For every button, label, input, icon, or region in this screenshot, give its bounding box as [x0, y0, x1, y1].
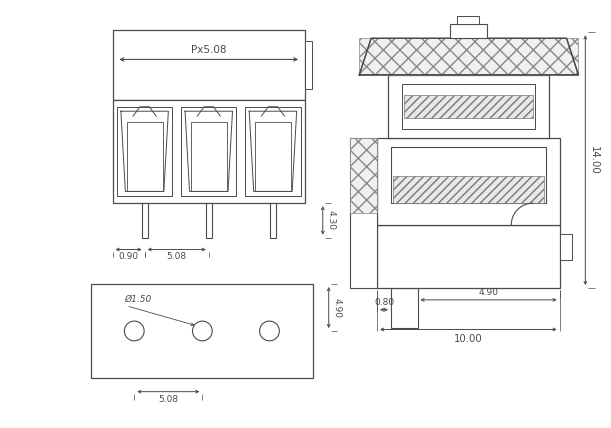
Bar	[112, 30, 305, 99]
Text: 5.08: 5.08	[167, 253, 187, 262]
Bar	[191, 122, 227, 191]
Polygon shape	[359, 39, 579, 75]
Text: 5.08: 5.08	[158, 395, 178, 404]
Circle shape	[125, 321, 144, 341]
Bar	[246, 107, 301, 196]
Bar	[91, 284, 313, 378]
Bar	[351, 138, 377, 213]
Bar	[255, 122, 291, 191]
Bar	[305, 41, 312, 89]
Bar	[388, 75, 549, 138]
Text: Ø1.50: Ø1.50	[125, 295, 152, 304]
Bar	[351, 138, 377, 288]
Bar	[359, 39, 579, 75]
Text: 10.00: 10.00	[454, 334, 483, 345]
Text: 4.90: 4.90	[332, 297, 342, 318]
Bar	[112, 99, 305, 203]
Bar	[377, 225, 560, 288]
Bar	[270, 203, 276, 238]
Bar	[393, 176, 544, 203]
Text: 4.90: 4.90	[478, 288, 499, 297]
Bar	[457, 15, 479, 24]
Bar	[404, 95, 533, 118]
Bar	[117, 107, 172, 196]
Bar	[377, 138, 560, 225]
Text: 0.90: 0.90	[119, 253, 139, 262]
Bar	[391, 147, 546, 203]
Bar	[126, 122, 163, 191]
Bar	[560, 234, 571, 260]
Text: 4.30: 4.30	[327, 211, 335, 230]
Bar	[206, 203, 212, 238]
Text: Px5.08: Px5.08	[191, 45, 227, 56]
Circle shape	[260, 321, 279, 341]
Bar	[391, 288, 417, 327]
Text: 0.80: 0.80	[374, 298, 394, 307]
Bar	[181, 107, 236, 196]
Bar	[402, 84, 535, 129]
Circle shape	[192, 321, 212, 341]
Text: 14.00: 14.00	[589, 146, 599, 175]
Bar	[450, 24, 486, 39]
Bar	[142, 203, 148, 238]
